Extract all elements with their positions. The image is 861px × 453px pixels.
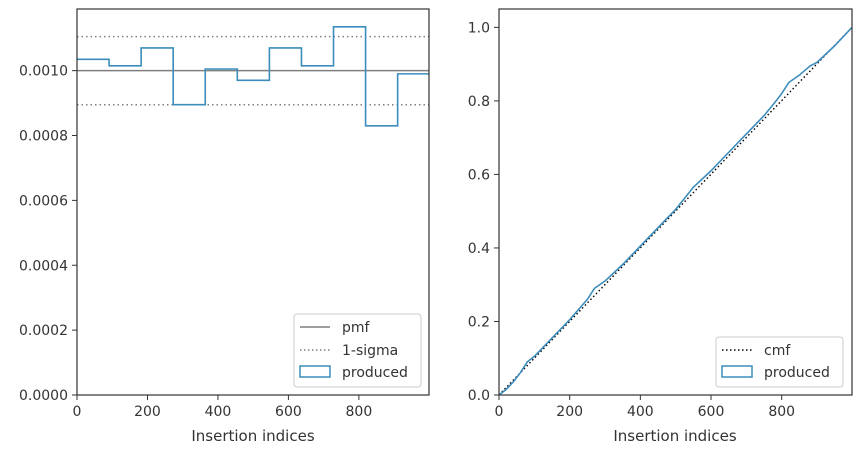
right-xtick-label: 400 bbox=[627, 404, 654, 420]
right-xtick-label: 200 bbox=[556, 404, 583, 420]
left-ytick-label: 0.0004 bbox=[19, 258, 68, 274]
left-ytick-label: 0.0010 bbox=[19, 64, 68, 80]
left-xtick-label: 800 bbox=[346, 404, 373, 420]
x-axis-title-right: Insertion indices bbox=[613, 427, 736, 445]
legend-left: pmf 1-sigma produced bbox=[293, 313, 422, 388]
legend-right: cmf produced bbox=[715, 336, 844, 388]
left-xtick-label: 200 bbox=[134, 404, 161, 420]
produced-step-line bbox=[77, 26, 429, 127]
right-ytick-label: 0.0 bbox=[468, 388, 490, 404]
y-axis-ticks-right: 0.0 0.2 0.4 0.6 0.8 1.0 bbox=[468, 20, 499, 404]
legend-pmf-label: pmf bbox=[342, 320, 371, 336]
left-ytick-label: 0.0006 bbox=[19, 193, 68, 209]
cmf-line bbox=[498, 26, 853, 396]
legend-cmf-label: cmf bbox=[764, 343, 791, 359]
right-ytick-label: 1.0 bbox=[468, 20, 490, 36]
sigma-lines bbox=[77, 35, 429, 106]
right-xtick-label: 0 bbox=[495, 404, 504, 420]
right-ytick-label: 0.6 bbox=[468, 167, 490, 183]
right-ytick-label: 0.4 bbox=[468, 241, 490, 257]
left-ytick-label: 0.0002 bbox=[19, 323, 68, 339]
axes-frame-left bbox=[76, 8, 430, 396]
left-ytick-label: 0.0008 bbox=[19, 129, 68, 145]
left-xtick-label: 400 bbox=[205, 404, 232, 420]
legend-produced-swatch bbox=[299, 365, 331, 378]
produced-curve bbox=[498, 26, 853, 396]
plot-area-right bbox=[499, 9, 852, 395]
legend-sigma-label: 1-sigma bbox=[342, 343, 398, 359]
left-xtick-label: 0 bbox=[73, 404, 82, 420]
legend-box-right bbox=[715, 336, 844, 388]
right-ytick-label: 0.2 bbox=[468, 314, 490, 330]
y-axis-ticks-left: 0.0000 0.0002 0.0004 0.0006 0.0008 0.0010 bbox=[19, 64, 77, 404]
produced-curve-line bbox=[498, 26, 853, 396]
cumulative-panel: 0 200 400 600 800 0.0 0.2 0.4 0.6 0.8 1.0 Inserti… bbox=[468, 8, 853, 445]
x-axis-title-left: Insertion indices bbox=[191, 427, 314, 445]
right-xtick-label: 800 bbox=[768, 404, 795, 420]
legend-produced-label: produced bbox=[342, 365, 408, 381]
legend-box-left bbox=[293, 313, 422, 388]
legend-produced-swatch-right bbox=[721, 365, 753, 378]
legend-produced-label-right: produced bbox=[764, 365, 830, 381]
x-axis-ticks-left: 0 200 400 600 800 bbox=[73, 395, 373, 420]
produced-step bbox=[77, 26, 429, 127]
left-ytick-label: 0.0000 bbox=[19, 388, 68, 404]
axes-frame-right bbox=[498, 8, 853, 396]
histogram-panel: 0 200 400 600 800 0.00000.00020.00040.00060.… bbox=[19, 8, 430, 445]
cmf-line-mark bbox=[498, 26, 853, 396]
left-xtick-label: 600 bbox=[275, 404, 302, 420]
right-xtick-label: 600 bbox=[698, 404, 725, 420]
x-axis-ticks-right: 0 200 400 600 800 bbox=[495, 395, 795, 420]
right-ytick-label: 0.8 bbox=[468, 94, 490, 110]
